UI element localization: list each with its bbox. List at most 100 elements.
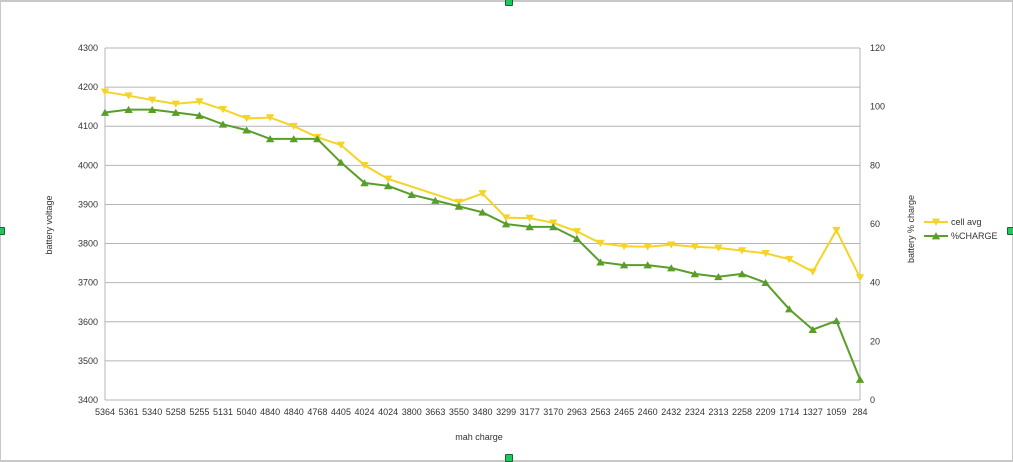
- x-tick-label: 1327: [803, 407, 823, 417]
- legend-marker-0: [931, 218, 941, 226]
- x-axis-ticks: 5364 5361 5340 5258 5255 5131 5040 4840 4840 4768…: [95, 407, 868, 417]
- series-1-point: [383, 182, 393, 190]
- x-tick-label: 3299: [496, 407, 516, 417]
- series-1-point: [808, 325, 818, 333]
- series-1-point: [100, 108, 110, 116]
- resize-handle-top[interactable]: [505, 0, 513, 6]
- y-tick-label: 4200: [78, 82, 98, 92]
- series-1-point: [431, 196, 440, 204]
- series-0-point: [690, 243, 700, 251]
- y2-tick-label: 60: [870, 219, 880, 229]
- resize-handle-right[interactable]: [1007, 227, 1013, 235]
- series-0-point: [549, 219, 558, 227]
- x-tick-label: 3550: [449, 407, 469, 417]
- series-0-point: [360, 161, 369, 170]
- series-0-point: [100, 88, 110, 96]
- series-0-point: [242, 115, 251, 123]
- x-tick-label: 3480: [472, 407, 492, 417]
- series-1-point: [265, 135, 275, 143]
- x-tick-label: 2258: [732, 407, 752, 417]
- series-0-point: [124, 92, 133, 100]
- x-tick-label: 5340: [142, 407, 162, 417]
- x-tick-label: 2313: [708, 407, 728, 417]
- series-0-point: [619, 242, 629, 251]
- x-tick-label: 3170: [543, 407, 563, 417]
- series-line-0: [104, 90, 861, 279]
- series-0-point: [147, 96, 157, 104]
- series-1-point: [761, 278, 770, 287]
- series-1-point: [832, 317, 841, 325]
- y-tick-label: 3500: [78, 356, 98, 366]
- y-tick-label: 4000: [78, 160, 98, 170]
- series-0-point: [525, 214, 534, 222]
- resize-handle-left[interactable]: [0, 227, 5, 235]
- y-axis-title: battery voltage: [44, 195, 54, 254]
- y-tick-label: 3600: [78, 317, 98, 327]
- x-tick-label: 4405: [331, 407, 351, 417]
- series-0-point: [643, 243, 652, 251]
- x-tick-label: 4024: [355, 407, 375, 417]
- x-tick-label: 2324: [685, 407, 705, 417]
- y2-tick-label: 40: [870, 278, 880, 288]
- x-tick-label: 2963: [567, 407, 587, 417]
- y-tick-label: 3400: [78, 395, 98, 405]
- series-0-point: [667, 241, 676, 249]
- series-1-point: [785, 305, 794, 313]
- series-0-point: [596, 239, 605, 247]
- grid-lines: [105, 47, 860, 401]
- series-0-point: [855, 274, 865, 282]
- series-1-point: [572, 234, 582, 243]
- y-tick-label: 3900: [78, 199, 98, 209]
- y2-tick-label: 120: [870, 43, 885, 53]
- y2-axis-title: battery % charge: [906, 195, 916, 263]
- x-tick-label: 2209: [756, 407, 776, 417]
- y2-tick-label: 80: [870, 160, 880, 170]
- series-1-point: [242, 126, 251, 134]
- x-tick-label: 3800: [402, 407, 422, 417]
- x-tick-label: 1059: [826, 407, 846, 417]
- series-0-point: [808, 268, 818, 276]
- series-0-point: [832, 226, 841, 235]
- series-1-point: [737, 270, 747, 278]
- series-layer: [100, 88, 865, 383]
- series-1-point: [313, 135, 322, 143]
- series-1-point: [360, 179, 369, 187]
- x-tick-label: 5364: [95, 407, 115, 417]
- series-0-point: [761, 249, 770, 258]
- series-0-point: [171, 100, 180, 108]
- series-1-point: [478, 208, 487, 216]
- x-tick-label: 2563: [590, 407, 610, 417]
- right-axis-ticks: 0 20 40 60 80 100 120: [870, 43, 885, 405]
- series-0-point: [336, 141, 346, 149]
- legend-label-0: cell avg: [951, 217, 982, 227]
- series-0-point: [383, 175, 393, 183]
- series-1-point: [714, 273, 723, 281]
- series-0-point: [714, 244, 723, 252]
- x-tick-label: 4840: [284, 407, 304, 417]
- series-0-point: [785, 255, 794, 263]
- x-tick-label: 5258: [166, 407, 186, 417]
- x-tick-label: 3663: [425, 407, 445, 417]
- series-line-1: [104, 108, 861, 380]
- series-1-point: [501, 220, 511, 228]
- series-0-point: [218, 106, 228, 114]
- x-tick-label: 2460: [638, 407, 658, 417]
- y-tick-label: 3800: [78, 239, 98, 249]
- series-1-point: [336, 158, 346, 166]
- x-tick-label: 4024: [378, 407, 398, 417]
- series-0-point: [265, 114, 275, 122]
- series-0-point: [572, 228, 582, 236]
- x-tick-label: 1714: [779, 407, 799, 417]
- series-1-point: [289, 135, 298, 143]
- axes: [104, 48, 861, 401]
- x-axis-title: mah charge: [455, 432, 503, 442]
- series-1-point: [596, 258, 605, 266]
- x-tick-label: 5131: [213, 407, 233, 417]
- series-1-point: [643, 261, 652, 269]
- y2-tick-label: 0: [870, 395, 875, 405]
- series-1-point: [218, 120, 228, 128]
- series-1-point: [407, 190, 416, 199]
- series-1-point: [525, 223, 534, 231]
- x-tick-label: 2432: [661, 407, 681, 417]
